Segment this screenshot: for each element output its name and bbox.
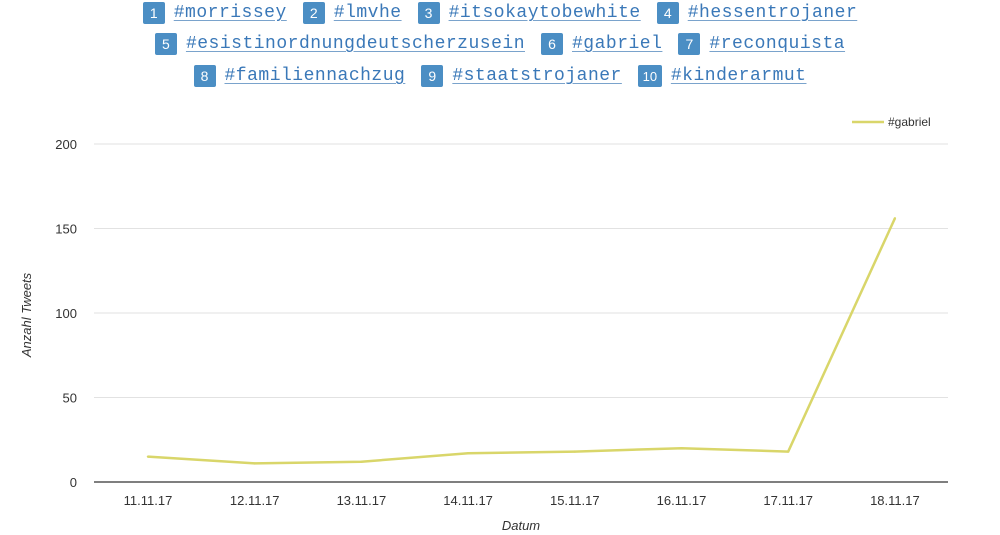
x-tick-label: 18.11.17 [870,493,920,508]
y-tick-label: 200 [55,137,77,152]
hashtag-item-1[interactable]: 1 #morrissey [142,2,287,24]
series-layer [146,217,897,465]
hashtag-item-5[interactable]: 5 #esistinordnungdeutscherzusein [154,33,525,55]
hashtag-link[interactable]: #kinderarmut [670,66,807,86]
rank-badge: 1 [142,2,165,24]
line-chart: 0 50 100 150 200 11.11.17 12.11.17 13.11.17 14.… [19,115,948,533]
hashtag-item-9[interactable]: 9 #staatstrojaner [421,65,622,87]
hashtag-link[interactable]: #lmvhe [333,3,402,23]
series-line [147,217,897,465]
hashtag-link[interactable]: #reconquista [709,34,846,54]
y-tick-label: 0 [70,475,77,490]
legend-label: #gabriel [888,115,931,129]
rank-badge: 8 [193,65,216,87]
rank-badge: 9 [421,65,444,87]
hashtag-list: 1 #morrissey 2 #lmvhe 3 #itsokaytobewhit… [0,0,1000,100]
hashtag-row: 8 #familiennachzug 9 #staatstrojaner 10 … [0,65,1000,87]
rank-badge: 2 [302,2,325,24]
data-point [466,452,470,455]
x-tick-label: 16.11.17 [657,493,707,508]
hashtag-item-7[interactable]: 7 #reconquista [678,33,845,55]
y-tick-label: 100 [55,306,77,321]
hashtag-item-6[interactable]: 6 #gabriel [541,33,662,55]
data-point [893,217,897,220]
rank-badge: 5 [154,33,177,55]
rank-badge: 6 [541,33,563,55]
hashtag-row: 1 #morrissey 2 #lmvhe 3 #itsokaytobewhit… [0,2,1000,24]
x-tick-label: 15.11.17 [550,493,600,508]
hashtag-link[interactable]: #esistinordnungdeutscherzusein [185,34,525,54]
hashtag-item-10[interactable]: 10 #kinderarmut [637,65,807,87]
x-tick-label: 13.11.17 [337,493,387,508]
y-axis-title: Anzahl Tweets [19,272,34,358]
data-point [146,455,150,458]
data-point [680,447,683,450]
legend: #gabriel [852,115,931,129]
x-tick-label: 14.11.17 [443,493,493,508]
rank-badge: 10 [637,65,662,87]
hashtag-item-2[interactable]: 2 #lmvhe [302,2,402,24]
x-tick-label: 17.11.17 [763,493,813,508]
hashtag-row: 5 #esistinordnungdeutscherzusein 6 #gabr… [0,33,1000,55]
x-axis-title: Datum [502,518,540,533]
hashtag-link[interactable]: #hessentrojaner [687,3,858,23]
rank-badge: 7 [678,33,701,55]
y-tick-label: 150 [55,222,77,237]
hashtag-link[interactable]: #gabriel [572,34,663,54]
grid-lines [94,143,948,483]
y-axis-ticks: 0 50 100 150 200 [55,137,77,490]
data-point [360,460,363,463]
hashtag-link[interactable]: #familiennachzug [224,66,406,86]
x-tick-label: 11.11.17 [124,493,173,508]
hashtag-link[interactable]: #morrissey [173,3,287,23]
rank-badge: 4 [656,2,679,24]
hashtag-item-8[interactable]: 8 #familiennachzug [193,65,406,87]
data-point [573,450,576,453]
data-point [787,450,790,453]
hashtag-link[interactable]: #staatstrojaner [452,66,622,86]
hashtag-item-3[interactable]: 3 #itsokaytobewhite [417,2,641,24]
hashtag-item-4[interactable]: 4 #hessentrojaner [656,2,858,24]
y-tick-label: 50 [63,391,77,406]
data-point [253,462,256,465]
rank-badge: 3 [417,2,440,24]
hashtag-link[interactable]: #itsokaytobewhite [448,3,641,23]
x-tick-label: 12.11.17 [230,493,280,508]
x-axis-ticks: 11.11.17 12.11.17 13.11.17 14.11.17 15.11.17… [124,493,920,508]
